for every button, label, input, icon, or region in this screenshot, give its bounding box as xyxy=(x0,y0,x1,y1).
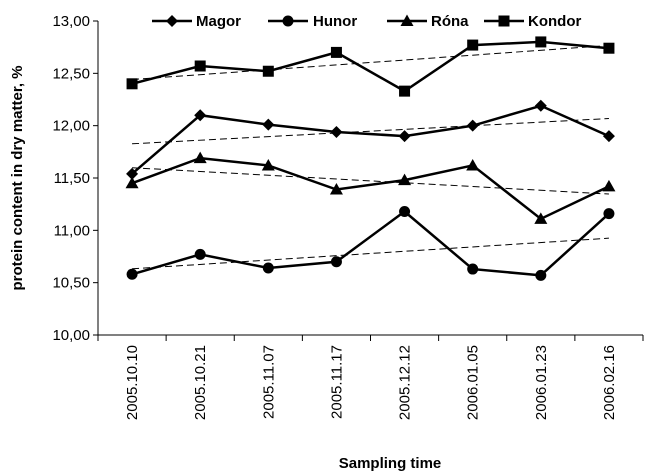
data-point xyxy=(535,269,547,281)
legend-label: Magor xyxy=(196,13,241,30)
series-group xyxy=(125,36,616,281)
data-point xyxy=(534,99,547,112)
data-point xyxy=(330,256,342,268)
data-point xyxy=(398,173,412,186)
data-point xyxy=(467,263,479,275)
data-point xyxy=(603,42,615,54)
legend: Magor Hunor Róna Kondor xyxy=(152,13,581,30)
data-point xyxy=(126,78,138,90)
data-point xyxy=(126,167,139,180)
data-point xyxy=(399,205,411,217)
data-point xyxy=(330,46,342,58)
series-hunor xyxy=(126,205,615,281)
data-point xyxy=(466,158,480,171)
data-point xyxy=(602,179,616,192)
x-tick-label: 2005.12.12 xyxy=(397,345,414,420)
axes: 10,00 10,50 11,00 11,50 12,00 12,50 13,00 2005.… xyxy=(52,13,644,420)
series-line xyxy=(131,104,610,175)
y-tick-label: 13,00 xyxy=(52,13,90,30)
x-tick-label: 2005.10.21 xyxy=(192,345,209,420)
x-tick-label: 2006.01.23 xyxy=(533,345,550,420)
x-tick-label: 2006.01.05 xyxy=(465,345,482,420)
trendlines xyxy=(132,44,609,270)
x-tick-label: 2005.10.10 xyxy=(124,345,141,420)
data-point xyxy=(535,36,547,48)
data-point xyxy=(262,118,275,131)
x-tick-label: 2006.02.16 xyxy=(601,345,618,420)
data-point xyxy=(399,85,411,97)
y-tick-label: 11,50 xyxy=(54,170,90,187)
data-point xyxy=(602,130,615,143)
x-tick-label: 2005.11.17 xyxy=(328,345,345,419)
series-kondor xyxy=(126,36,615,97)
legend-marker xyxy=(282,15,294,27)
data-point xyxy=(194,109,207,122)
series-magor xyxy=(126,99,615,180)
series-line xyxy=(131,40,610,93)
y-tick-label: 12,00 xyxy=(52,118,90,135)
legend-item: Magor xyxy=(152,13,241,30)
x-tick-label: 2005.11.07 xyxy=(260,345,277,419)
series-rona xyxy=(125,151,616,224)
data-point xyxy=(125,176,139,189)
trendline xyxy=(132,44,609,81)
data-point xyxy=(467,39,479,51)
data-point xyxy=(262,262,274,274)
legend-label: Kondor xyxy=(528,13,581,30)
data-point xyxy=(262,65,274,77)
data-point xyxy=(193,151,207,164)
trendline xyxy=(132,167,609,195)
data-point xyxy=(398,130,411,143)
data-point xyxy=(534,212,548,224)
legend-label: Hunor xyxy=(313,13,357,30)
legend-item: Kondor xyxy=(484,13,581,30)
y-tick-label: 10,00 xyxy=(52,327,90,344)
y-tick-label: 12,50 xyxy=(52,65,90,82)
data-point xyxy=(194,248,206,260)
y-tick-label: 11,00 xyxy=(54,222,90,239)
data-point xyxy=(194,60,206,72)
series-line xyxy=(131,156,610,221)
trendline xyxy=(132,237,609,270)
data-point xyxy=(330,125,343,138)
legend-marker xyxy=(166,15,178,27)
data-point xyxy=(126,268,138,280)
legend-item: Róna xyxy=(387,13,469,30)
trendline xyxy=(132,118,609,145)
data-point xyxy=(261,158,275,171)
legend-marker xyxy=(498,15,510,27)
legend-label: Róna xyxy=(431,13,469,30)
data-point xyxy=(466,119,479,132)
data-point xyxy=(329,183,343,195)
data-point xyxy=(603,208,615,220)
series-line xyxy=(131,209,610,277)
y-tick-label: 10,50 xyxy=(52,275,90,292)
x-axis-title: Sampling time xyxy=(339,455,442,472)
legend-marker xyxy=(400,14,414,26)
legend-item: Hunor xyxy=(268,13,357,30)
y-axis-title: protein content in dry matter, % xyxy=(9,65,26,290)
